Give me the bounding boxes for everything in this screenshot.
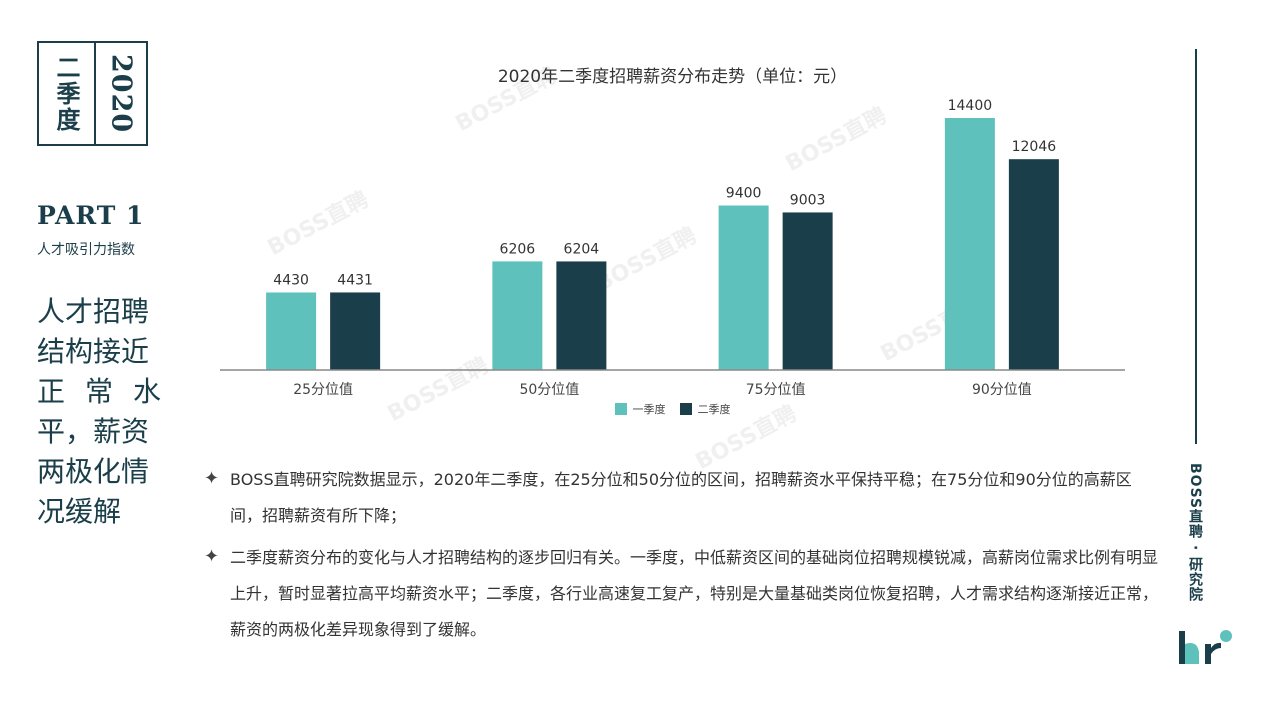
divider-line (1195, 49, 1197, 444)
bar (718, 205, 769, 370)
year-badge: 二季度 2020 (37, 41, 148, 146)
list-item: ✦ BOSS直聘研究院数据显示，2020年二季度，在25分位和50分位的区间，招… (204, 462, 1160, 534)
star-bullet-icon: ✦ (204, 546, 220, 567)
badge-season-cell: 二季度 (39, 43, 96, 144)
headline-line: 况缓解 (37, 495, 122, 528)
star-bullet-icon: ✦ (204, 468, 220, 489)
part-subtitle: 人才吸引力指数 (37, 242, 135, 258)
chart-title: 2020年二季度招聘薪资分布走势（单位：元） (497, 67, 848, 87)
bullet-text: 二季度薪资分布的变化与人才招聘结构的逐步回归有关。一季度，中低薪资区间的基础岗位… (230, 548, 1159, 639)
data-label: 12046 (1012, 139, 1057, 155)
chart-legend: 一季度 二季度 (0, 401, 1280, 417)
legend-label-q2: 二季度 (697, 403, 731, 416)
headline-line: 平，薪资 (37, 415, 150, 448)
list-item: ✦ 二季度薪资分布的变化与人才招聘结构的逐步回归有关。一季度，中低薪资区间的基础… (204, 540, 1160, 648)
headline-line: 两极化情 (37, 455, 150, 488)
bar (330, 292, 381, 370)
data-label: 9400 (726, 186, 762, 202)
legend-item-q2: 二季度 (679, 401, 731, 417)
bullet-text: BOSS直聘研究院数据显示，2020年二季度，在25分位和50分位的区间，招聘薪… (230, 470, 1132, 525)
x-tick-label: 25分位值 (293, 382, 353, 398)
legend-item-q1: 一季度 (614, 401, 666, 417)
badge-season: 二季度 (52, 54, 81, 133)
bar (1008, 159, 1059, 370)
headline-line: 结构接近 (37, 335, 150, 368)
bar (944, 118, 995, 370)
x-tick-label: 75分位值 (746, 382, 806, 398)
badge-year-cell: 2020 (96, 43, 146, 144)
boss-logo-icon (1179, 630, 1232, 664)
bar-chart: 4430 4431 25分位值 6206 6204 50分位值 9400 9003 75分位值 1… (220, 98, 1125, 398)
x-tick-label: 50分位值 (519, 382, 579, 398)
bar (556, 261, 607, 370)
data-label: 4431 (337, 272, 373, 288)
headline: 人才招聘 结构接近 正 常 水 平，薪资 两极化情 况缓解 (37, 292, 161, 532)
data-label: 6204 (564, 241, 600, 257)
data-label: 6206 (500, 241, 536, 257)
legend-label-q1: 一季度 (632, 403, 666, 416)
data-label: 4430 (273, 272, 309, 288)
data-label: 14400 (948, 98, 993, 114)
headline-line: 人才招聘 (37, 295, 150, 328)
bar (266, 292, 317, 370)
findings-list: ✦ BOSS直聘研究院数据显示，2020年二季度，在25分位和50分位的区间，招… (204, 462, 1160, 654)
badge-year: 2020 (105, 53, 137, 134)
legend-swatch-q2 (679, 403, 692, 415)
bar (492, 261, 543, 370)
x-tick-label: 90分位值 (972, 382, 1032, 398)
brand-vertical-text: BOSS直聘 · 研究院 (1187, 463, 1203, 603)
legend-swatch-q1 (614, 403, 627, 415)
part-title: PART 1 (37, 201, 145, 230)
headline-line: 正 常 水 (37, 375, 161, 408)
data-label: 9003 (790, 192, 826, 208)
bar (782, 212, 833, 370)
